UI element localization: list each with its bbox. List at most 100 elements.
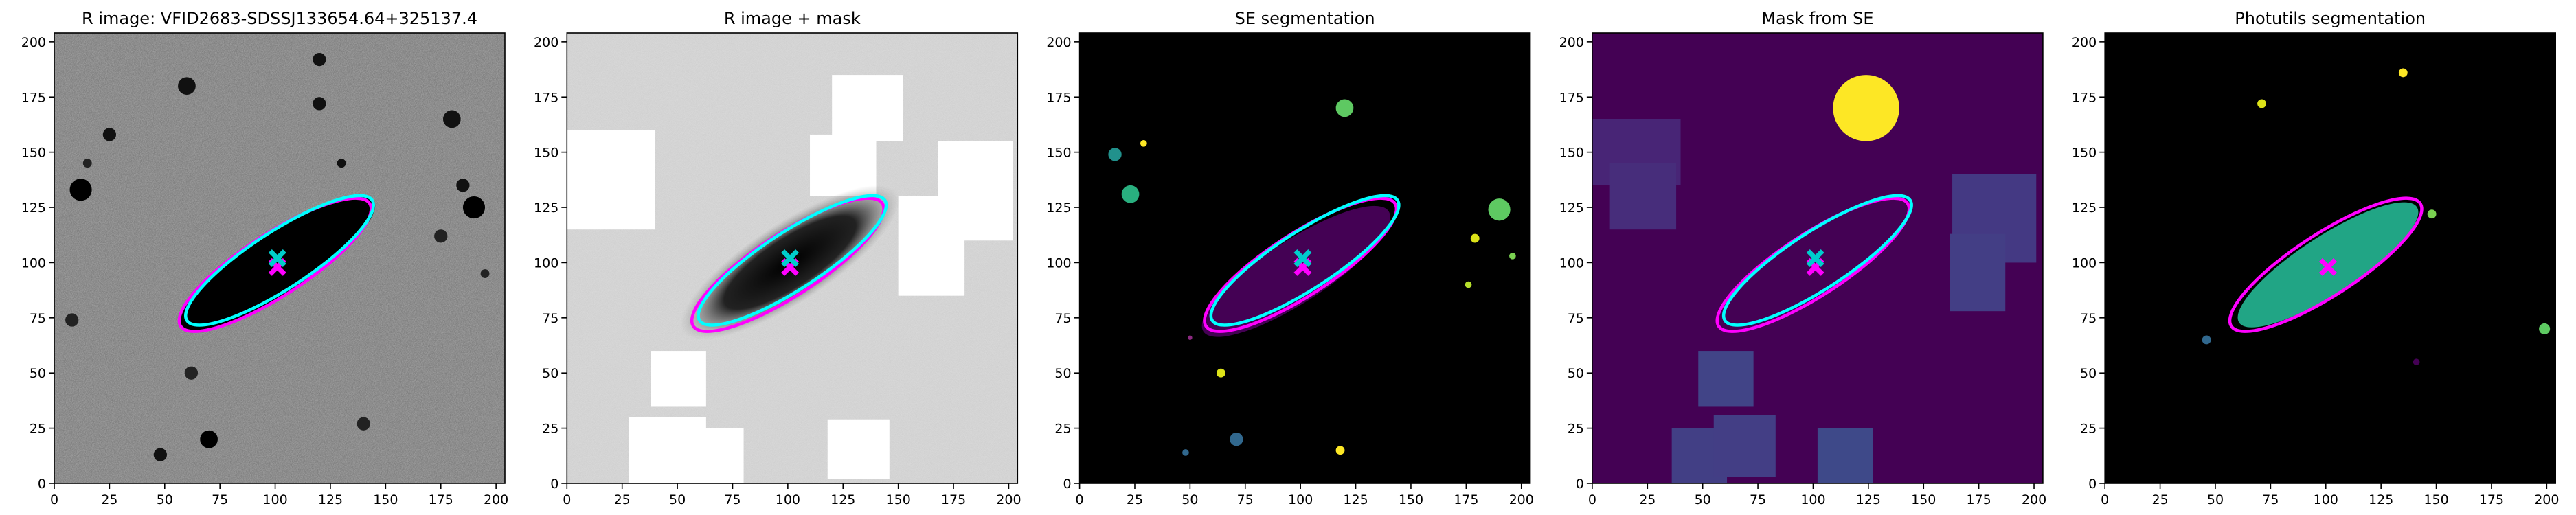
panel: SE segmentation 0 25 50 75 100 125 150 175 200 0 25… <box>1046 9 1534 507</box>
y-tick-label: 75 <box>1054 311 1071 326</box>
source <box>313 97 326 111</box>
source <box>2202 335 2211 345</box>
source <box>153 448 167 461</box>
mask-region <box>1950 233 2006 312</box>
x-tick-label: 150 <box>1399 492 1423 507</box>
axes-frame <box>54 32 506 484</box>
source <box>1335 99 1354 117</box>
x-tick-label: 200 <box>2534 492 2559 507</box>
center-marker <box>1806 249 1824 267</box>
x-tick-label: 0 <box>1076 492 1084 507</box>
y-tick-label: 0 <box>550 477 558 492</box>
source <box>442 110 461 128</box>
x-tick-label: 175 <box>429 492 453 507</box>
y-tick-label: 125 <box>1559 201 1584 216</box>
y-tick-label: 150 <box>1559 146 1584 161</box>
panel: R image + mask 0 25 50 75 100 125 150 175 200 0 25 5… <box>534 9 1021 507</box>
source <box>69 179 92 201</box>
source <box>1509 252 1516 260</box>
x-tick-label: 50 <box>157 492 173 507</box>
x-tick-label: 25 <box>101 492 117 507</box>
panel: Photutils segmentation 0 25 50 75 100 125 150 17… <box>2072 9 2560 507</box>
panel-title: SE segmentation <box>1235 9 1375 28</box>
x-tick-label: 175 <box>941 492 966 507</box>
y-tick-label: 25 <box>1568 422 1584 437</box>
y-tick-label: 125 <box>2072 201 2097 216</box>
source <box>2427 209 2437 219</box>
y-tick-label: 75 <box>1568 311 1584 326</box>
y-tick-label: 175 <box>534 90 558 105</box>
y-tick-label: 0 <box>2088 477 2097 492</box>
source <box>337 159 346 168</box>
y-tick-label: 75 <box>2080 311 2097 326</box>
source <box>1470 233 1480 243</box>
y-tick-label: 100 <box>1046 255 1071 271</box>
axes-frame <box>566 32 1019 484</box>
y-tick-label: 100 <box>1559 255 1584 271</box>
source <box>82 159 92 168</box>
source <box>357 417 370 431</box>
y-tick-label: 150 <box>21 146 46 161</box>
x-tick-label: 25 <box>2151 492 2168 507</box>
x-tick-label: 125 <box>1343 492 1368 507</box>
image <box>2105 33 2556 483</box>
x-tick-label: 75 <box>212 492 228 507</box>
x-tick-label: 25 <box>1127 492 1143 507</box>
x-tick-label: 200 <box>2022 492 2046 507</box>
y-tick-label: 200 <box>2072 35 2097 50</box>
y-tick-label: 0 <box>1063 477 1072 492</box>
x-tick-label: 100 <box>1288 492 1313 507</box>
fit-ellipse <box>1209 194 1401 327</box>
source <box>313 52 326 67</box>
panel: Mask from SE 0 25 50 75 100 125 150 175 200 0 25 50 7… <box>1559 9 2047 507</box>
source <box>2257 99 2266 108</box>
x-tick-label: 125 <box>831 492 855 507</box>
source <box>2398 68 2408 78</box>
mask-region <box>1698 351 1754 407</box>
x-tick-label: 200 <box>996 492 1021 507</box>
source <box>1230 433 1243 446</box>
source <box>2539 323 2551 334</box>
x-tick-label: 100 <box>1800 492 1825 507</box>
fit-ellipse <box>1721 194 1913 327</box>
x-tick-label: 150 <box>373 492 398 507</box>
mask-region <box>832 75 903 141</box>
source <box>1833 75 1899 141</box>
y-tick-label: 200 <box>1046 35 1071 50</box>
panel-title: Mask from SE <box>1761 9 1873 28</box>
mask-region <box>1609 163 1677 230</box>
x-tick-label: 175 <box>1454 492 1478 507</box>
x-tick-label: 0 <box>2101 492 2109 507</box>
source <box>184 366 199 380</box>
y-tick-label: 75 <box>30 311 46 326</box>
source <box>102 128 117 141</box>
y-tick-label: 150 <box>534 146 558 161</box>
mask-region <box>938 141 1013 241</box>
source <box>480 269 490 278</box>
center-marker <box>781 249 800 267</box>
source <box>1488 198 1511 221</box>
y-tick-label: 150 <box>2072 146 2097 161</box>
x-tick-label: 175 <box>2479 492 2504 507</box>
image <box>54 33 505 483</box>
y-tick-label: 50 <box>1054 366 1071 381</box>
galaxy <box>179 194 376 331</box>
y-tick-label: 125 <box>21 201 46 216</box>
source <box>2413 358 2420 365</box>
mask-region <box>827 419 890 479</box>
x-tick-label: 75 <box>1237 492 1254 507</box>
y-tick-label: 100 <box>21 255 46 271</box>
x-tick-label: 175 <box>1967 492 1991 507</box>
panel-title: Photutils segmentation <box>2235 9 2426 28</box>
y-tick-label: 75 <box>542 311 558 326</box>
y-tick-label: 0 <box>38 477 46 492</box>
x-tick-label: 150 <box>2424 492 2448 507</box>
source <box>200 430 218 448</box>
galaxy <box>680 185 900 341</box>
source <box>1182 449 1189 456</box>
x-tick-label: 75 <box>1750 492 1766 507</box>
mask-region <box>810 134 877 196</box>
x-tick-label: 100 <box>776 492 800 507</box>
x-tick-label: 125 <box>318 492 343 507</box>
